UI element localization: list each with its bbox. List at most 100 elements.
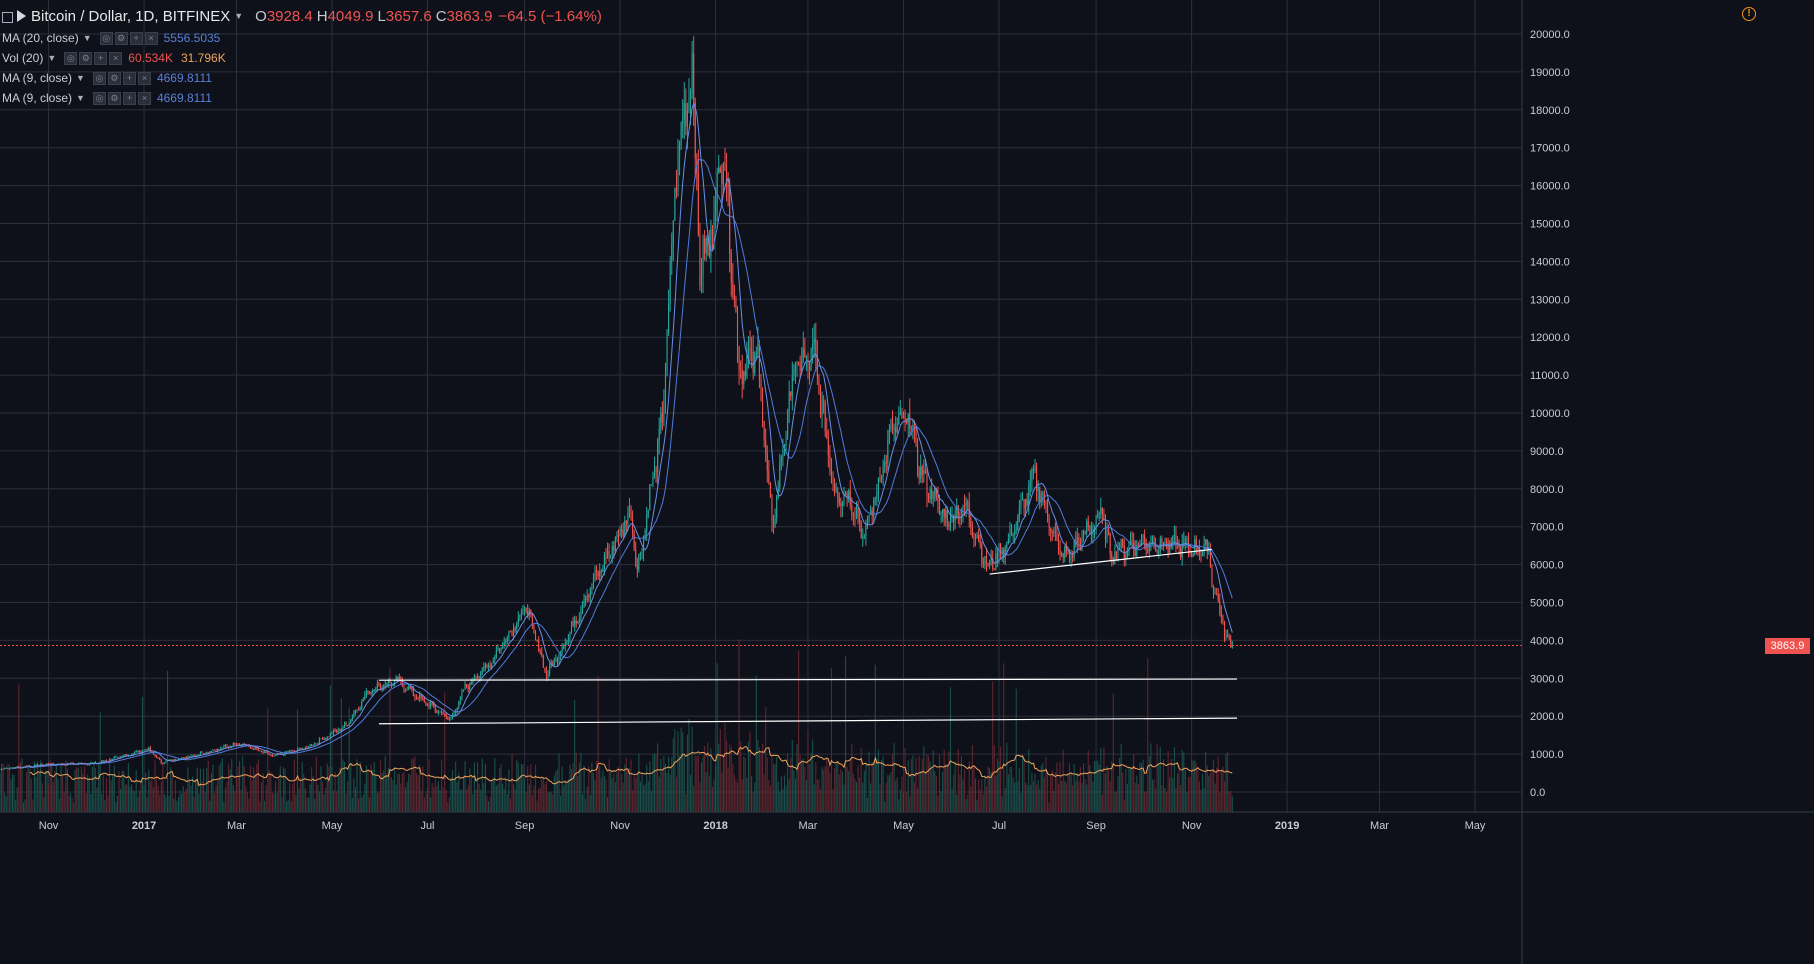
chevron-down-icon[interactable]: ▼ <box>82 33 92 43</box>
volume-bar <box>242 756 244 812</box>
candle-body <box>1053 531 1055 533</box>
volume-bar <box>196 767 198 812</box>
candle-body <box>940 513 942 515</box>
indicator-label[interactable]: MA (9, close) <box>2 91 73 105</box>
moving-average-lines <box>12 102 1233 787</box>
candle-body <box>502 644 504 648</box>
candle-body <box>904 412 906 421</box>
candle-body <box>668 303 670 333</box>
volume-bar <box>729 744 731 812</box>
candle-body <box>679 145 681 157</box>
volume-bar <box>577 776 579 812</box>
candle-body <box>1186 537 1188 539</box>
volume-bar <box>964 768 966 812</box>
close-icon[interactable]: × <box>137 71 151 85</box>
indicator-value: 60.534K <box>128 51 173 65</box>
candle-body <box>412 689 414 697</box>
volume-bar <box>107 795 109 812</box>
volume-bar <box>339 767 341 812</box>
volume-bar <box>296 709 299 812</box>
volume-bar <box>982 794 984 812</box>
indicator-row[interactable]: MA (9, close) ▼ ◎ ⚙ + × 4669.8111 <box>2 68 602 88</box>
visibility-icon[interactable]: ◎ <box>92 91 106 105</box>
volume-bar <box>279 766 281 812</box>
volume-bar <box>1198 781 1200 812</box>
close-icon[interactable]: × <box>144 31 158 45</box>
visibility-icon[interactable]: ◎ <box>64 51 78 65</box>
warning-circle-icon[interactable]: ! <box>1742 7 1756 21</box>
volume-bar <box>91 767 93 812</box>
y-tick-label: 10000.0 <box>1530 408 1570 420</box>
volume-bar <box>578 762 580 812</box>
volume-bar <box>245 786 247 812</box>
candle-body <box>996 553 998 560</box>
candle-body <box>591 586 593 589</box>
close-icon[interactable]: × <box>137 91 151 105</box>
volume-bar <box>644 784 646 812</box>
indicator-label[interactable]: MA (9, close) <box>2 71 73 85</box>
candle-body <box>326 736 328 739</box>
volume-bar <box>887 775 889 812</box>
candle-body <box>1034 467 1036 472</box>
candle-body <box>884 462 886 466</box>
volume-bar <box>791 739 793 812</box>
add-icon[interactable]: + <box>122 91 136 105</box>
candle-body <box>1200 553 1202 556</box>
settings-icon[interactable]: ⚙ <box>79 51 93 65</box>
settings-icon[interactable]: ⚙ <box>114 31 128 45</box>
trendlines[interactable] <box>0 548 1522 725</box>
volume-bar <box>394 767 396 812</box>
candle-body <box>444 713 446 715</box>
candle-body <box>707 238 709 247</box>
candle-body <box>220 747 222 750</box>
candle-body <box>494 656 496 661</box>
candle-body <box>37 764 39 766</box>
chevron-down-icon[interactable]: ▼ <box>76 93 85 103</box>
candle-body <box>827 438 829 456</box>
candle-body <box>722 163 724 185</box>
candle-body <box>870 509 872 515</box>
candle-body <box>1020 500 1022 509</box>
candle-body <box>621 528 623 531</box>
indicator-row[interactable]: MA (9, close) ▼ ◎ ⚙ + × 4669.8111 <box>2 88 602 108</box>
symbol-title[interactable]: Bitcoin / Dollar, 1D, BITFINEX <box>31 7 231 25</box>
volume-bar <box>871 762 873 812</box>
volume-bar <box>458 772 460 812</box>
volume-bar <box>951 788 953 812</box>
add-icon[interactable]: + <box>122 71 136 85</box>
add-icon[interactable]: + <box>129 31 143 45</box>
settings-icon[interactable]: ⚙ <box>107 91 121 105</box>
volume-bar <box>679 755 681 812</box>
close-icon[interactable]: × <box>109 51 123 65</box>
volume-bar <box>715 765 717 812</box>
indicator-label[interactable]: Vol (20) <box>2 51 44 65</box>
volume-bar <box>237 766 239 812</box>
settings-icon[interactable]: ⚙ <box>107 71 121 85</box>
candle-body <box>387 679 389 684</box>
visibility-icon[interactable]: ◎ <box>92 71 106 85</box>
volume-bar <box>948 751 950 812</box>
volume-bar <box>96 787 98 812</box>
add-icon[interactable]: + <box>94 51 108 65</box>
indicator-label[interactable]: MA (20, close) <box>2 31 79 45</box>
chevron-down-icon[interactable]: ▼ <box>234 11 244 21</box>
volume-bar <box>848 771 850 812</box>
indicator-row[interactable]: Vol (20) ▼ ◎ ⚙ + × 60.534K 31.796K <box>2 48 602 68</box>
candle-body <box>1003 549 1005 556</box>
candle-body <box>791 375 793 397</box>
candle-body <box>359 708 361 711</box>
indicator-row[interactable]: MA (20, close) ▼ ◎ ⚙ + × 5556.5035 <box>2 28 602 48</box>
candle-body <box>937 495 939 504</box>
chevron-down-icon[interactable]: ▼ <box>76 73 85 83</box>
chevron-down-icon[interactable]: ▼ <box>47 53 57 63</box>
volume-bar <box>968 761 970 812</box>
collapse-square-icon[interactable] <box>2 11 13 23</box>
candle-body <box>1195 539 1197 548</box>
volume-bar <box>8 764 10 812</box>
candle-body <box>417 697 419 699</box>
visibility-icon[interactable]: ◎ <box>99 31 113 45</box>
volume-bar <box>423 797 425 812</box>
y-tick-label: 16000.0 <box>1530 181 1570 193</box>
volume-bar <box>1064 780 1066 812</box>
